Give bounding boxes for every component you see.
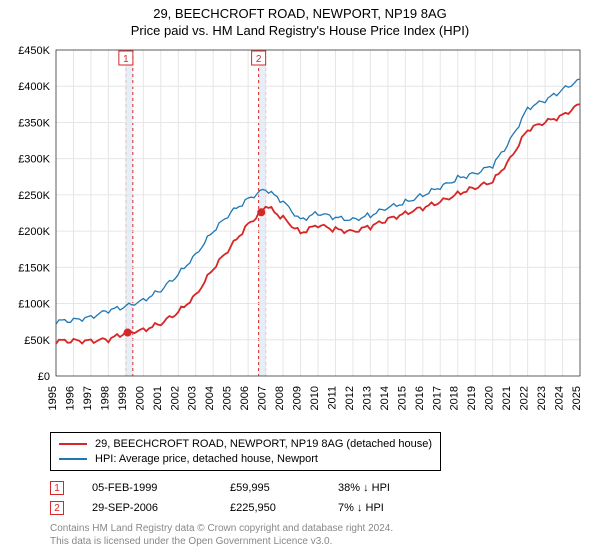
event-delta: 38% ↓ HPI <box>338 482 428 494</box>
svg-text:£50K: £50K <box>24 335 50 347</box>
svg-text:2018: 2018 <box>449 386 461 410</box>
event-price: £225,950 <box>230 502 310 514</box>
svg-text:2023: 2023 <box>536 386 548 410</box>
legend-swatch <box>59 458 87 460</box>
svg-text:1997: 1997 <box>82 386 94 410</box>
legend-swatch <box>59 443 87 445</box>
event-marker: 1 <box>50 481 64 495</box>
svg-text:2022: 2022 <box>519 386 531 410</box>
event-delta: 7% ↓ HPI <box>338 502 428 514</box>
svg-text:2006: 2006 <box>239 386 251 410</box>
svg-text:2013: 2013 <box>361 386 373 410</box>
chart-area: £0 £50K £100K £150K £200K £250K £300K £350K £400… <box>8 44 592 424</box>
svg-text:1996: 1996 <box>64 386 76 410</box>
svg-text:£300K: £300K <box>18 154 50 166</box>
svg-text:2011: 2011 <box>326 386 338 410</box>
footer-line: Contains HM Land Registry data © Crown c… <box>50 522 393 535</box>
legend-row: 29, BEECHCROFT ROAD, NEWPORT, NP19 8AG (… <box>59 438 432 450</box>
event-date: 29-SEP-2006 <box>92 502 202 514</box>
event-row: 2 29-SEP-2006 £225,950 7% ↓ HPI <box>50 498 428 518</box>
svg-text:2025: 2025 <box>571 386 583 410</box>
svg-text:1999: 1999 <box>117 386 129 410</box>
svg-text:2005: 2005 <box>222 386 234 410</box>
svg-text:2016: 2016 <box>414 386 426 410</box>
svg-text:2020: 2020 <box>484 386 496 410</box>
svg-text:1: 1 <box>123 54 129 65</box>
svg-text:2003: 2003 <box>187 386 199 410</box>
event-date: 05-FEB-1999 <box>92 482 202 494</box>
svg-text:£250K: £250K <box>18 190 50 202</box>
svg-text:2001: 2001 <box>152 386 164 410</box>
svg-text:2017: 2017 <box>431 386 443 410</box>
event-marker: 2 <box>50 501 64 515</box>
legend-row: HPI: Average price, detached house, Newp… <box>59 453 432 465</box>
svg-text:1995: 1995 <box>47 386 59 410</box>
svg-text:£350K: £350K <box>18 117 50 129</box>
svg-text:2008: 2008 <box>274 386 286 410</box>
svg-text:£150K: £150K <box>18 262 50 274</box>
svg-text:£200K: £200K <box>18 226 50 238</box>
svg-text:2014: 2014 <box>379 386 391 410</box>
legend-label: 29, BEECHCROFT ROAD, NEWPORT, NP19 8AG (… <box>95 438 432 450</box>
svg-text:2004: 2004 <box>204 386 216 410</box>
svg-text:2021: 2021 <box>501 386 513 410</box>
svg-text:£100K: £100K <box>18 299 50 311</box>
svg-text:2007: 2007 <box>257 386 269 410</box>
chart-title-line2: Price paid vs. HM Land Registry's House … <box>0 23 600 38</box>
svg-text:£0: £0 <box>38 371 50 383</box>
svg-text:1998: 1998 <box>99 386 111 410</box>
chart-title-line1: 29, BEECHCROFT ROAD, NEWPORT, NP19 8AG <box>0 6 600 21</box>
legend: 29, BEECHCROFT ROAD, NEWPORT, NP19 8AG (… <box>50 432 441 471</box>
footer: Contains HM Land Registry data © Crown c… <box>50 522 393 548</box>
svg-text:2009: 2009 <box>292 386 304 410</box>
svg-text:2015: 2015 <box>396 386 408 410</box>
event-row: 1 05-FEB-1999 £59,995 38% ↓ HPI <box>50 478 428 498</box>
svg-text:2024: 2024 <box>554 386 566 410</box>
svg-text:2002: 2002 <box>169 386 181 410</box>
svg-text:2012: 2012 <box>344 386 356 410</box>
svg-text:2019: 2019 <box>466 386 478 410</box>
svg-text:£450K: £450K <box>18 45 50 57</box>
legend-label: HPI: Average price, detached house, Newp… <box>95 453 318 465</box>
svg-text:2010: 2010 <box>309 386 321 410</box>
svg-text:£400K: £400K <box>18 81 50 93</box>
svg-text:2: 2 <box>256 54 262 65</box>
event-price: £59,995 <box>230 482 310 494</box>
svg-text:2000: 2000 <box>134 386 146 410</box>
events-table: 1 05-FEB-1999 £59,995 38% ↓ HPI 2 29-SEP… <box>50 478 428 518</box>
footer-line: This data is licensed under the Open Gov… <box>50 535 393 548</box>
